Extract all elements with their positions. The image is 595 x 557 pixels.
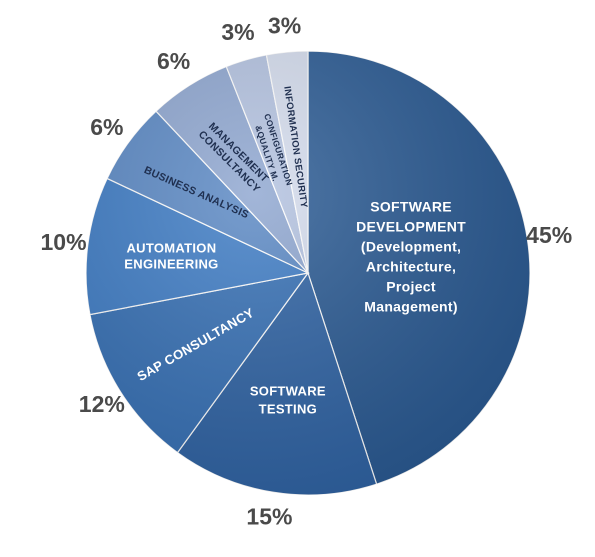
slice-label-line: Architecture, (366, 259, 456, 275)
slice-label-line: DEVELOPMENT (356, 219, 466, 235)
slice-label: AUTOMATION ENGINEERING (124, 240, 218, 271)
percent-label: 12% (79, 391, 125, 417)
percent-label: 6% (90, 114, 123, 140)
slice-label-line: TESTING (259, 402, 317, 417)
percent-label: 3% (221, 19, 254, 45)
slice-label: SOFTWARE TESTING (250, 384, 326, 417)
slice-label-line: Project (386, 279, 436, 295)
slice-label-line: AUTOMATION (126, 240, 216, 255)
percent-label: 6% (157, 48, 190, 74)
slice-label: SOFTWARE DEVELOPMENT (Development, Architec… (356, 199, 466, 315)
percent-label: 10% (40, 229, 86, 255)
percent-label: 15% (246, 503, 292, 529)
slice-label-line: SOFTWARE (370, 199, 452, 215)
slice-label-line: ENGINEERING (124, 256, 218, 271)
slice-label-line: Management) (364, 299, 458, 315)
percent-label: 3% (268, 12, 301, 38)
percent-label: 45% (526, 222, 572, 248)
slice-label-line: (Development, (361, 239, 461, 255)
slice-label-line: SOFTWARE (250, 384, 326, 399)
